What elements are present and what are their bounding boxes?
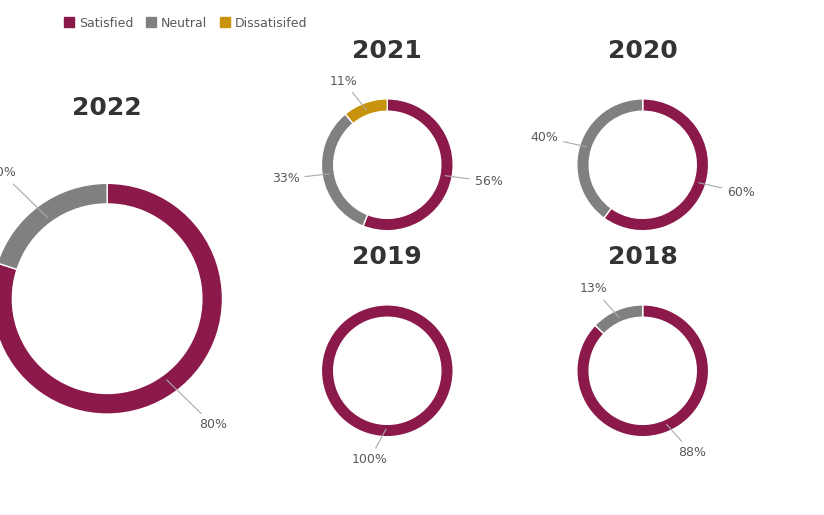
Wedge shape — [363, 99, 453, 231]
Wedge shape — [345, 99, 387, 124]
Text: 33%: 33% — [272, 172, 329, 185]
Text: 100%: 100% — [351, 430, 387, 466]
Wedge shape — [595, 305, 643, 334]
Text: 80%: 80% — [166, 380, 227, 431]
Legend: Satisfied, Neutral, Dissatisifed: Satisfied, Neutral, Dissatisifed — [64, 16, 307, 29]
Text: 2019: 2019 — [353, 245, 422, 269]
Wedge shape — [577, 305, 709, 437]
Wedge shape — [321, 305, 453, 437]
Text: 2018: 2018 — [608, 245, 677, 269]
Text: 11%: 11% — [330, 75, 367, 110]
Wedge shape — [321, 114, 368, 226]
Wedge shape — [604, 99, 709, 231]
Wedge shape — [577, 99, 643, 218]
Text: 20%: 20% — [0, 166, 48, 217]
Wedge shape — [0, 183, 222, 414]
Text: 2020: 2020 — [608, 39, 677, 63]
Text: 13%: 13% — [580, 283, 619, 317]
Text: 88%: 88% — [667, 424, 705, 459]
Text: 40%: 40% — [530, 131, 587, 147]
Text: 60%: 60% — [699, 183, 756, 199]
Text: 2021: 2021 — [353, 39, 422, 63]
Text: 56%: 56% — [445, 175, 503, 188]
Wedge shape — [0, 183, 107, 269]
Text: 2022: 2022 — [73, 96, 142, 120]
